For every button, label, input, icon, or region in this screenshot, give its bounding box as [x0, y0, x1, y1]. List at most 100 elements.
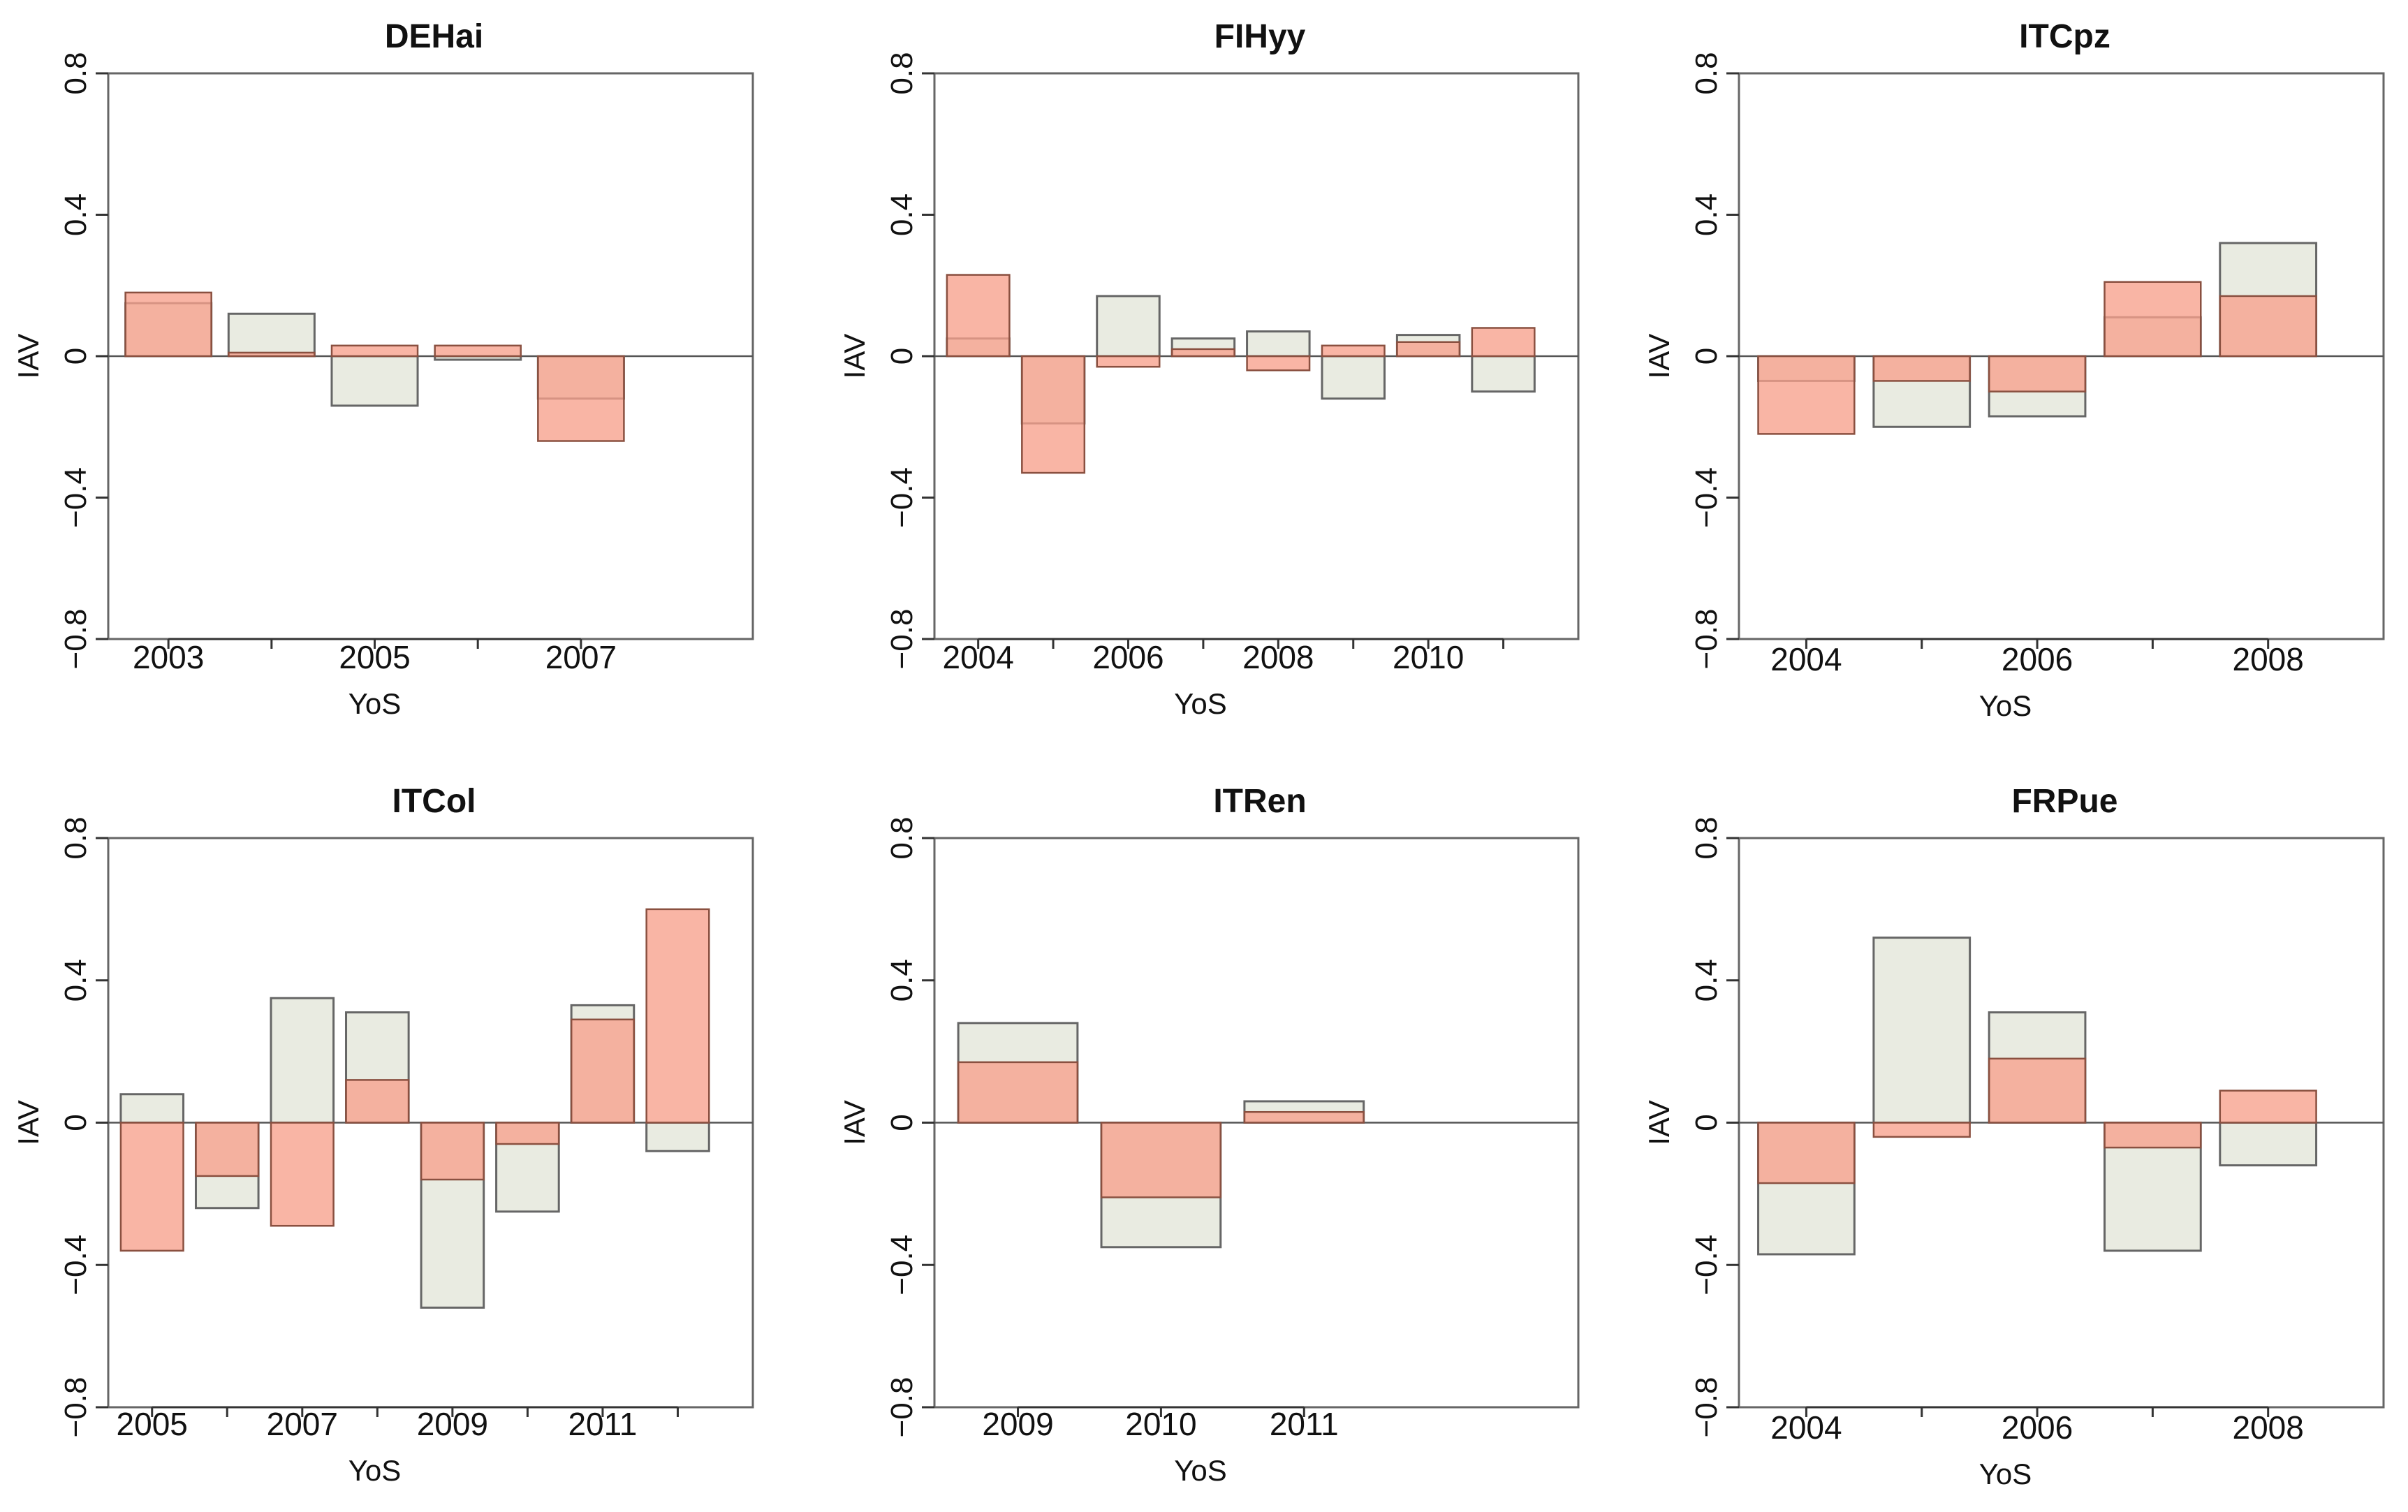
y-tick-label: 0: [885, 1114, 919, 1131]
bar-modelled-2003: [124, 291, 212, 358]
x-tick-label: 2004: [942, 639, 1013, 675]
x-axis-label: YoS: [348, 687, 402, 720]
bar-observed-2011: [1471, 355, 1536, 393]
x-tick-label: 2009: [417, 1406, 488, 1442]
bar-modelled-2004: [946, 274, 1011, 358]
bar-modelled-2006: [1988, 1057, 2087, 1124]
y-tick-label: −0.4: [59, 1235, 93, 1296]
x-tick-label: 2008: [1242, 639, 1314, 675]
panel-title: ITCol: [392, 783, 476, 820]
bar-modelled-2006: [1096, 355, 1161, 368]
x-tick-label: 2006: [1092, 639, 1163, 675]
x-tick-label: 2004: [1770, 1409, 1842, 1446]
bar-modelled-2007: [2104, 1122, 2202, 1149]
panel-title: DEHai: [385, 18, 483, 55]
y-tick-label: −0.8: [1689, 1377, 1724, 1438]
y-tick-label: 0: [59, 348, 93, 365]
bar-modelled-2011: [1243, 1110, 1365, 1124]
panel-title: FIHyy: [1214, 18, 1306, 55]
bar-modelled-2008: [1246, 355, 1311, 372]
y-tick-label: 0.8: [59, 52, 93, 94]
y-tick-label: −0.8: [885, 609, 919, 670]
bar-observed-2005: [1872, 937, 1972, 1124]
y-axis-label: IAV: [12, 334, 45, 379]
x-tick-label: 2006: [2002, 641, 2073, 677]
x-tick-label: 2007: [545, 639, 617, 675]
y-tick-label: −0.4: [1689, 467, 1724, 528]
bar-modelled-2006: [1988, 355, 2087, 392]
bar-modelled-2007: [2104, 281, 2202, 358]
y-tick-label: −0.8: [885, 1377, 919, 1438]
bar-modelled-2008: [2219, 1089, 2317, 1124]
bar-modelled-2009: [1321, 344, 1386, 358]
bar-modelled-2005: [1872, 355, 1971, 382]
x-tick-label: 2005: [339, 639, 410, 675]
y-tick-label: 0: [1689, 348, 1724, 365]
bar-modelled-2006: [434, 344, 522, 358]
bar-observed-2012: [645, 1122, 710, 1152]
panel-title: ITRen: [1213, 783, 1306, 820]
bar-modelled-2011: [570, 1018, 635, 1124]
bar-modelled-2007: [270, 1122, 335, 1227]
chart-panel-itcol: ITCol −0.8 −0.4 0 0.4 0.8 IAV 2005 2007 2009 2011 Y…: [12, 783, 754, 1487]
x-tick-label: 2011: [1270, 1406, 1339, 1442]
y-tick-label: 0: [59, 1114, 93, 1131]
bar-modelled-2005: [119, 1122, 184, 1252]
y-tick-label: 0.8: [885, 52, 919, 94]
bar-modelled-2012: [645, 908, 710, 1124]
y-axis-label: IAV: [838, 334, 871, 379]
x-axis-label: YoS: [1979, 689, 2032, 722]
y-tick-label: 0: [1689, 1114, 1724, 1131]
y-tick-label: −0.8: [59, 609, 93, 670]
bar-modelled-2004: [228, 351, 316, 358]
x-axis-label: YoS: [1979, 1458, 2032, 1490]
bar-observed-2005: [119, 1093, 185, 1124]
x-tick-label: 2003: [133, 639, 204, 675]
chart-panel-itcpz: ITCpz −0.8 −0.4 0 0.4 0.8 IAV 2004 2006 2008 YoS: [1643, 18, 2385, 722]
bar-modelled-2009: [420, 1122, 485, 1181]
y-tick-label: 0.8: [885, 816, 919, 859]
y-tick-label: 0.4: [59, 959, 93, 1001]
bar-modelled-2011: [1471, 327, 1536, 358]
y-tick-label: 0.8: [1689, 816, 1724, 859]
bar-modelled-2010: [495, 1122, 560, 1145]
bar-observed-2004: [227, 312, 316, 358]
chart-panel-dehai: DEHai −0.8 −0.4 0 0.4 0.8 IAV 2003 2005 2007 YoS: [12, 18, 754, 720]
y-tick-label: −0.4: [59, 467, 93, 528]
x-tick-label: 2004: [1770, 641, 1842, 677]
bar-modelled-2009: [957, 1061, 1079, 1124]
bar-modelled-2004: [1757, 1122, 1856, 1184]
bar-modelled-2010: [1100, 1122, 1222, 1198]
x-tick-label: 2007: [267, 1406, 338, 1442]
bar-modelled-2007: [537, 355, 625, 442]
x-tick-label: 2008: [2233, 641, 2304, 677]
y-tick-label: 0.4: [885, 193, 919, 236]
chart-panel-itren: ITRen −0.8 −0.4 0 0.4 0.8 IAV 2009 2010 2011 YoS: [838, 783, 1580, 1487]
y-tick-label: 0.4: [1689, 959, 1724, 1001]
panel-title: ITCpz: [2019, 18, 2110, 55]
bar-observed-2008: [2219, 1122, 2318, 1167]
bar-modelled-2005: [1021, 355, 1086, 474]
x-tick-label: 2010: [1393, 639, 1464, 675]
x-axis-label: YoS: [1174, 1454, 1227, 1487]
y-axis-label: IAV: [1643, 1100, 1675, 1145]
y-axis-label: IAV: [838, 1100, 871, 1145]
bar-modelled-2008: [2219, 295, 2317, 358]
y-tick-label: 0.8: [59, 816, 93, 859]
bar-modelled-2007: [1170, 348, 1235, 358]
y-tick-label: 0.8: [1689, 52, 1724, 94]
bar-modelled-2005: [1872, 1122, 1971, 1138]
y-tick-label: 0: [885, 348, 919, 365]
x-tick-label: 2010: [1125, 1406, 1196, 1442]
y-axis-label: IAV: [1643, 334, 1675, 379]
x-tick-label: 2008: [2233, 1409, 2304, 1446]
x-axis-label: YoS: [348, 1454, 402, 1487]
bar-observed-2007: [270, 997, 335, 1124]
panel-title: FRPue: [2011, 783, 2117, 820]
y-tick-label: 0.4: [1689, 193, 1724, 236]
y-tick-label: 0.4: [59, 193, 93, 236]
y-tick-label: −0.4: [1689, 1235, 1724, 1296]
y-tick-label: −0.4: [885, 467, 919, 528]
y-tick-label: −0.4: [885, 1235, 919, 1296]
bar-observed-2005: [330, 355, 419, 407]
